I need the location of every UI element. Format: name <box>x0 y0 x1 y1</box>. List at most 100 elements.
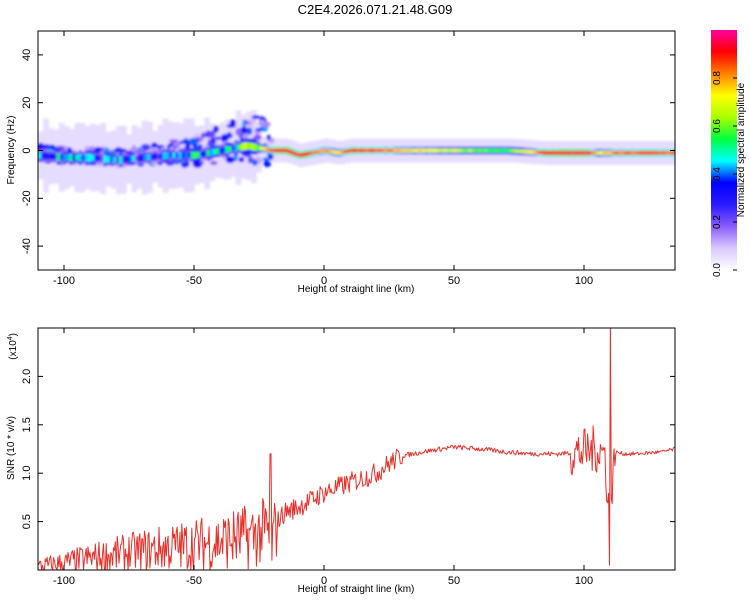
spectrogram-ridge-edge <box>368 152 373 155</box>
spectrogram-blob <box>93 148 103 152</box>
spectrogram-ridge-cell <box>50 153 55 160</box>
spectrogram-ridge-edge <box>621 148 626 151</box>
spectrogram-ridge-edge <box>412 146 417 149</box>
spectrogram-ridge-edge <box>409 152 413 155</box>
spectrogram-ridge-edge <box>165 158 170 162</box>
colorbar: 0.0 0.2 0.4 0.6 0.8 Normalized spectral ampl… <box>711 30 747 277</box>
spectrogram-ridge-edge <box>374 152 379 155</box>
spectrogram-ridge-cell <box>181 151 186 159</box>
spectrogram-ridge-edge <box>546 154 551 157</box>
spectrogram-ridge-edge <box>172 157 176 161</box>
spectrogram-ridge-edge <box>571 154 576 157</box>
spectrogram-blob <box>214 136 222 140</box>
spectrogram-ridge-edge <box>384 152 389 155</box>
spectrogram-ridge-edge <box>175 150 179 153</box>
spectrogram-ridge-edge <box>446 152 451 155</box>
spectrogram-ridge-cell <box>81 154 86 161</box>
spectrogram-ridge-edge <box>381 146 385 149</box>
spectrogram-ridge-edge <box>571 148 576 151</box>
spectrogram-ridge-cell <box>399 148 404 153</box>
spectrogram-ridge-edge <box>365 152 370 155</box>
spectrogram-ridge-edge <box>259 144 264 147</box>
spectrogram-ridge-edge <box>584 148 588 151</box>
spectrogram-ridge-cell <box>506 148 510 153</box>
spectrogram-ridge-edge <box>649 154 654 157</box>
spectrogram-ridge-edge <box>574 148 579 151</box>
spectrogram-ridge-edge <box>506 146 510 149</box>
spectrogram-ridge-cell <box>125 155 130 163</box>
spectrogram-ridge-edge <box>481 152 485 155</box>
spectrogram-ridge-edge <box>671 148 675 151</box>
spectrogram-ridge-edge <box>62 150 67 155</box>
spectrogram-ridge-edge <box>530 148 535 151</box>
spectrogram-ridge-cell <box>340 150 345 155</box>
spectrogram-ridge-edge <box>253 139 257 144</box>
spectrogram-ridge-edge <box>87 149 92 154</box>
spectrogram-ridge-edge <box>587 154 591 157</box>
spectrogram-ridge-cell <box>303 152 307 157</box>
spectrogram-ridge-cell <box>502 148 507 153</box>
spectrogram-ridge-edge <box>318 153 323 156</box>
spectrogram-ridge-edge <box>69 150 73 155</box>
spectrogram-ridge-edge <box>231 142 236 146</box>
spectrogram-ridge-edge <box>169 149 173 153</box>
spectrogram-ridge-edge <box>499 146 504 149</box>
spectrogram-ridge-edge <box>72 161 77 166</box>
spectrogram-ridge-edge <box>156 150 161 154</box>
spectrogram-ridge-cell <box>106 156 111 163</box>
spectrogram-ridge-cell <box>396 148 401 153</box>
spectrogram-ridge-cell <box>53 153 58 160</box>
spectrogram-ridge-edge <box>78 161 83 166</box>
spectrogram-ridge-cell <box>84 153 89 162</box>
spectrogram-ridge-edge <box>565 154 569 157</box>
spectrogram-ridge-edge <box>652 148 657 151</box>
spectrogram-ridge-cell <box>353 148 357 153</box>
spectrogram-ridge-edge <box>331 153 335 156</box>
spectrogram-ridge-cell <box>91 154 95 161</box>
colorbar-tick-label: 0.2 <box>712 215 723 229</box>
spectrogram-blob <box>208 130 216 139</box>
spectrogram-ridge-edge <box>147 159 151 163</box>
spectrogram-ridge-edge <box>515 147 520 150</box>
spectrogram-ridge-cell <box>640 150 644 155</box>
spectrogram-ridge-edge <box>665 154 669 157</box>
spectrogram-ridge-edge <box>555 148 560 151</box>
spectrogram-ridge-cell <box>615 150 619 155</box>
spectrogram-ridge-cell <box>630 150 635 155</box>
spectrogram-ridge-cell <box>449 148 454 153</box>
spectrogram-ridge-edge <box>643 148 647 151</box>
spectrogram-ridge-edge <box>390 146 395 149</box>
snr-y-label: SNR (10 * v/v) <box>6 416 17 480</box>
spectrogram-ridge-edge <box>359 152 364 155</box>
spectrogram-ridge-cell <box>72 153 77 162</box>
spectrogram-ridge-edge <box>293 149 298 152</box>
y-tick-label: 40 <box>21 49 33 61</box>
spectrogram-ridge-edge <box>646 148 651 151</box>
spectrogram-ridge-edge <box>490 146 495 149</box>
spectrogram-ridge-cell <box>300 152 304 157</box>
spectrogram-ridge-cell <box>134 155 139 161</box>
spectrogram-ridge-edge <box>506 152 510 155</box>
spectrogram-ridge-edge <box>303 150 307 153</box>
spectrogram-ridge-cell <box>599 150 604 155</box>
spectrogram-ridge-edge <box>275 152 279 155</box>
spectrogram-ridge-edge <box>403 146 407 149</box>
spectrogram-ridge-cell <box>431 148 435 153</box>
spectrogram-ridge-cell <box>212 149 217 155</box>
spectrogram-ridge-edge <box>290 148 295 151</box>
spectrogram-ridge-cell <box>456 148 460 153</box>
spectrogram-ridge-cell <box>268 147 273 152</box>
spectrogram-ridge-cell <box>112 156 117 163</box>
spectrogram-ridge-cell <box>443 148 448 153</box>
spectrogram-ridge-edge <box>343 153 348 156</box>
spectrogram-ridge-cell <box>62 154 67 162</box>
spectrogram-ridge-cell <box>587 150 591 155</box>
spectrogram-ridge-edge <box>256 141 261 145</box>
spectrogram-ridge-edge <box>212 154 217 158</box>
spectrogram-ridge-edge <box>477 152 482 155</box>
spectrogram-ridge-edge <box>325 152 329 155</box>
spectrogram-ridge-edge <box>122 163 126 168</box>
spectrogram-ridge-edge <box>265 151 270 154</box>
spectrogram-ridge-edge <box>381 152 385 155</box>
